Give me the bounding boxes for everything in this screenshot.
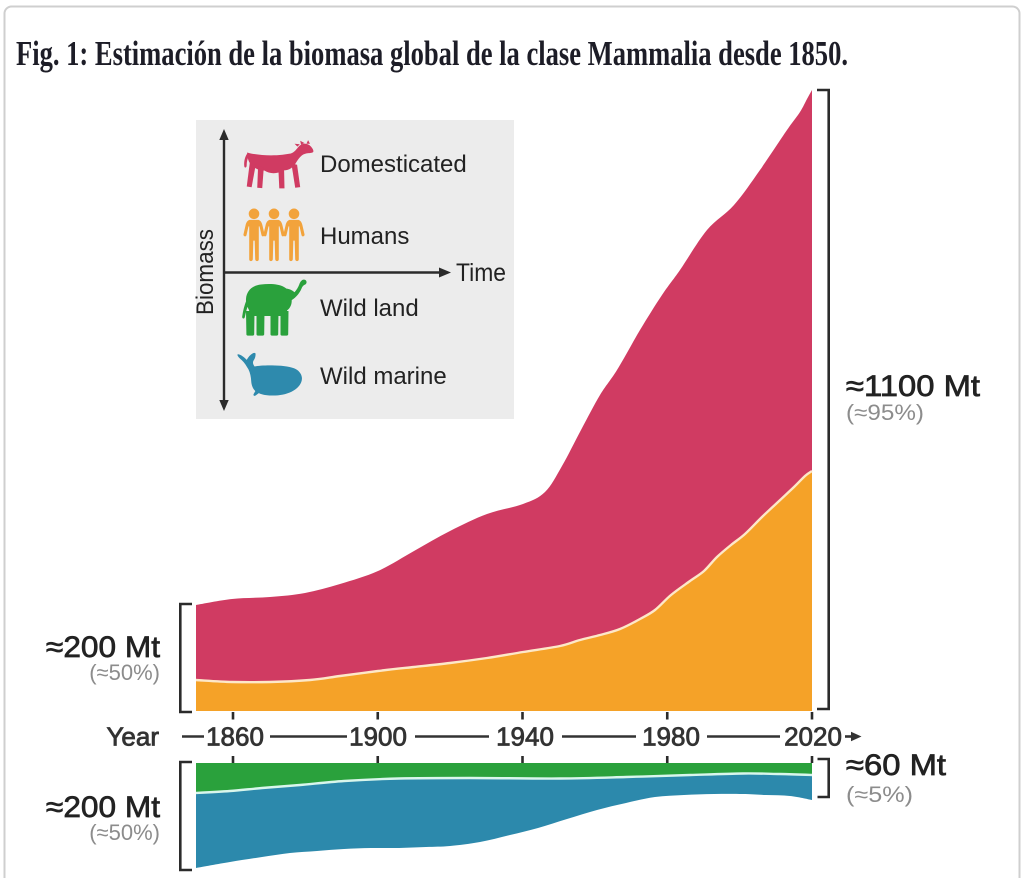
svg-text:≈1100 Mt: ≈1100 Mt bbox=[846, 370, 981, 403]
svg-text:Biomass: Biomass bbox=[192, 229, 219, 315]
svg-text:1860: 1860 bbox=[206, 722, 264, 752]
svg-text:(≈95%): (≈95%) bbox=[846, 400, 924, 425]
svg-text:Time: Time bbox=[456, 259, 506, 287]
svg-text:1900: 1900 bbox=[349, 722, 407, 752]
svg-text:≈200 Mt: ≈200 Mt bbox=[46, 791, 161, 824]
svg-text:Wild land: Wild land bbox=[320, 295, 419, 322]
svg-text:1980: 1980 bbox=[642, 722, 700, 752]
svg-text:1940: 1940 bbox=[496, 722, 554, 752]
svg-text:≈200 Mt: ≈200 Mt bbox=[46, 631, 161, 664]
svg-text:(≈50%): (≈50%) bbox=[89, 820, 160, 845]
svg-text:(≈5%): (≈5%) bbox=[846, 782, 913, 807]
svg-text:≈60 Mt: ≈60 Mt bbox=[846, 749, 947, 782]
svg-text:Wild marine: Wild marine bbox=[320, 363, 447, 390]
svg-text:Fig. 1: Estimación de la bioma: Fig. 1: Estimación de la biomasa global … bbox=[16, 34, 848, 73]
svg-text:Domesticated: Domesticated bbox=[320, 151, 467, 178]
svg-text:Year: Year bbox=[106, 722, 159, 752]
svg-text:Humans: Humans bbox=[320, 223, 409, 250]
svg-text:2020: 2020 bbox=[784, 722, 842, 752]
svg-text:(≈50%): (≈50%) bbox=[89, 660, 160, 685]
